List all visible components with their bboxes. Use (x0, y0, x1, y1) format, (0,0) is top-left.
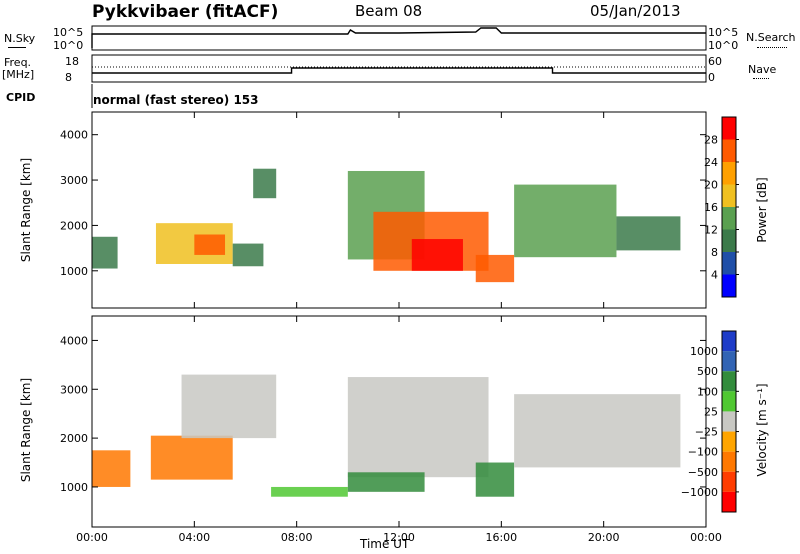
velocity-xtick-label-1: 04:00 (178, 531, 210, 544)
power-region-10 (616, 216, 681, 251)
velocity-colorbar-step-4 (722, 411, 736, 432)
velocity-xtick-label-6: 00:00 (690, 531, 722, 544)
power-colorbar-step-2 (722, 162, 736, 185)
nsky-panel-frame (91, 25, 707, 51)
radar-title: Pykkvibaer (fitACF) (92, 2, 279, 22)
freq-tick-top: 18 (65, 55, 79, 68)
velocity-xtick-label-5: 20:00 (588, 531, 620, 544)
velocity-ylabel: Slant Range [km] (19, 377, 33, 483)
power-colorbar-label-1: 8 (711, 246, 718, 259)
velocity-xtick-label-3: 12:00 (383, 531, 415, 544)
power-colorbar-label: Power [dB] (755, 177, 769, 243)
velocity-region-3 (271, 486, 348, 497)
velocity-colorbar-label-3: 25 (704, 405, 718, 418)
power-colorbar-step-0 (722, 117, 736, 140)
velocity-region-0 (92, 450, 131, 487)
power-colorbar-step-4 (722, 207, 736, 230)
nsky-label: N.Sky (4, 32, 36, 45)
freq-panel-frame (91, 54, 707, 83)
freq-label-line1: Freq. (4, 56, 32, 69)
power-colorbar-label-4: 20 (704, 179, 718, 192)
nave-tick-bottom: 0 (708, 71, 715, 84)
velocity-colorbar-label-4: −25 (695, 426, 718, 439)
freq-label-line2: [MHz] (2, 68, 35, 81)
velocity-colorbar-step-6 (722, 451, 736, 472)
velocity-ytick-label-1: 2000 (60, 432, 88, 445)
nave-tick-top: 60 (708, 55, 722, 68)
time-xlabel: Time UT (360, 537, 410, 551)
power-colorbar-step-3 (722, 184, 736, 207)
nsearch-tick-top: 10^5 (708, 26, 739, 39)
velocity-xtick-label-2: 08:00 (281, 531, 313, 544)
freq-trace (92, 67, 706, 74)
power-region-0 (92, 236, 118, 269)
velocity-colorbar-label: Velocity [m s⁻¹] (755, 383, 769, 477)
velocity-region-2 (181, 374, 277, 439)
velocity-colorbar-step-3 (722, 391, 736, 412)
velocity-colorbar-label-5: −100 (688, 446, 718, 459)
velocity-region-5 (347, 472, 425, 492)
velocity-ytick-label-0: 1000 (60, 481, 88, 494)
power-colorbar-label-0: 4 (711, 269, 718, 282)
date-label: 05/Jan/2013 (590, 2, 681, 20)
nsearch-tick-bottom: 10^0 (708, 39, 739, 52)
nave-label: Nave (748, 63, 777, 76)
power-colorbar-label-2: 12 (704, 224, 718, 237)
nsky-tick-top: 10^5 (53, 26, 84, 39)
power-colorbar-label-6: 28 (704, 134, 718, 147)
nave-legend-line (753, 78, 769, 79)
power-region-9 (514, 184, 617, 258)
nsky-tick-bottom: 10^0 (53, 39, 84, 52)
power-region-8 (475, 254, 515, 283)
velocity-colorbar-step-7 (722, 471, 736, 492)
power-colorbar-step-1 (722, 139, 736, 162)
nsky-trace (91, 27, 706, 48)
velocity-colorbar-step-5 (722, 431, 736, 452)
velocity-colorbar-label-1: 500 (697, 365, 718, 378)
velocity-region-7 (514, 394, 681, 468)
velocity-xtick-label-0: 00:00 (76, 531, 108, 544)
mode-label: normal (fast stereo) 153 (93, 93, 259, 107)
power-colorbar-label-3: 16 (704, 201, 718, 214)
power-ytick-label-1: 2000 (60, 219, 88, 232)
velocity-ytick-label-3: 4000 (60, 334, 88, 347)
power-region-2 (194, 234, 226, 255)
power-ytick-label-0: 1000 (60, 265, 88, 278)
power-region-7 (411, 239, 463, 271)
velocity-colorbar-step-8 (722, 491, 736, 512)
nsearch-label: N.Search (746, 31, 796, 44)
velocity-ytick-label-2: 3000 (60, 383, 88, 396)
power-colorbar-step-7 (722, 274, 736, 297)
nsky-legend-line (8, 47, 26, 48)
velocity-region-6 (475, 462, 515, 497)
velocity-colorbar-step-2 (722, 371, 736, 392)
power-ytick-label-2: 3000 (60, 174, 88, 187)
velocity-xtick-label-4: 16:00 (485, 531, 517, 544)
velocity-colorbar-step-1 (722, 351, 736, 372)
power-colorbar-step-5 (722, 229, 736, 252)
velocity-colorbar-label-6: −500 (688, 466, 718, 479)
power-region-4 (253, 168, 277, 199)
beam-label: Beam 08 (355, 2, 423, 20)
power-region-3 (232, 243, 264, 267)
power-colorbar-step-6 (722, 252, 736, 275)
nsearch-legend-line (757, 47, 787, 48)
velocity-colorbar-frame (721, 330, 737, 513)
freq-tick-bottom: 8 (65, 71, 72, 84)
velocity-colorbar-step-0 (722, 331, 736, 352)
velocity-colorbar-label-7: −1000 (681, 486, 718, 499)
power-colorbar-label-5: 24 (704, 156, 718, 169)
power-ytick-label-3: 4000 (60, 129, 88, 142)
velocity-colorbar-label-2: 100 (697, 385, 718, 398)
velocity-region-1 (150, 435, 233, 480)
velocity-region-4 (347, 377, 489, 478)
power-ylabel: Slant Range [km] (19, 157, 33, 263)
cpid-label: CPID (6, 91, 36, 104)
velocity-colorbar-label-0: 1000 (690, 345, 718, 358)
